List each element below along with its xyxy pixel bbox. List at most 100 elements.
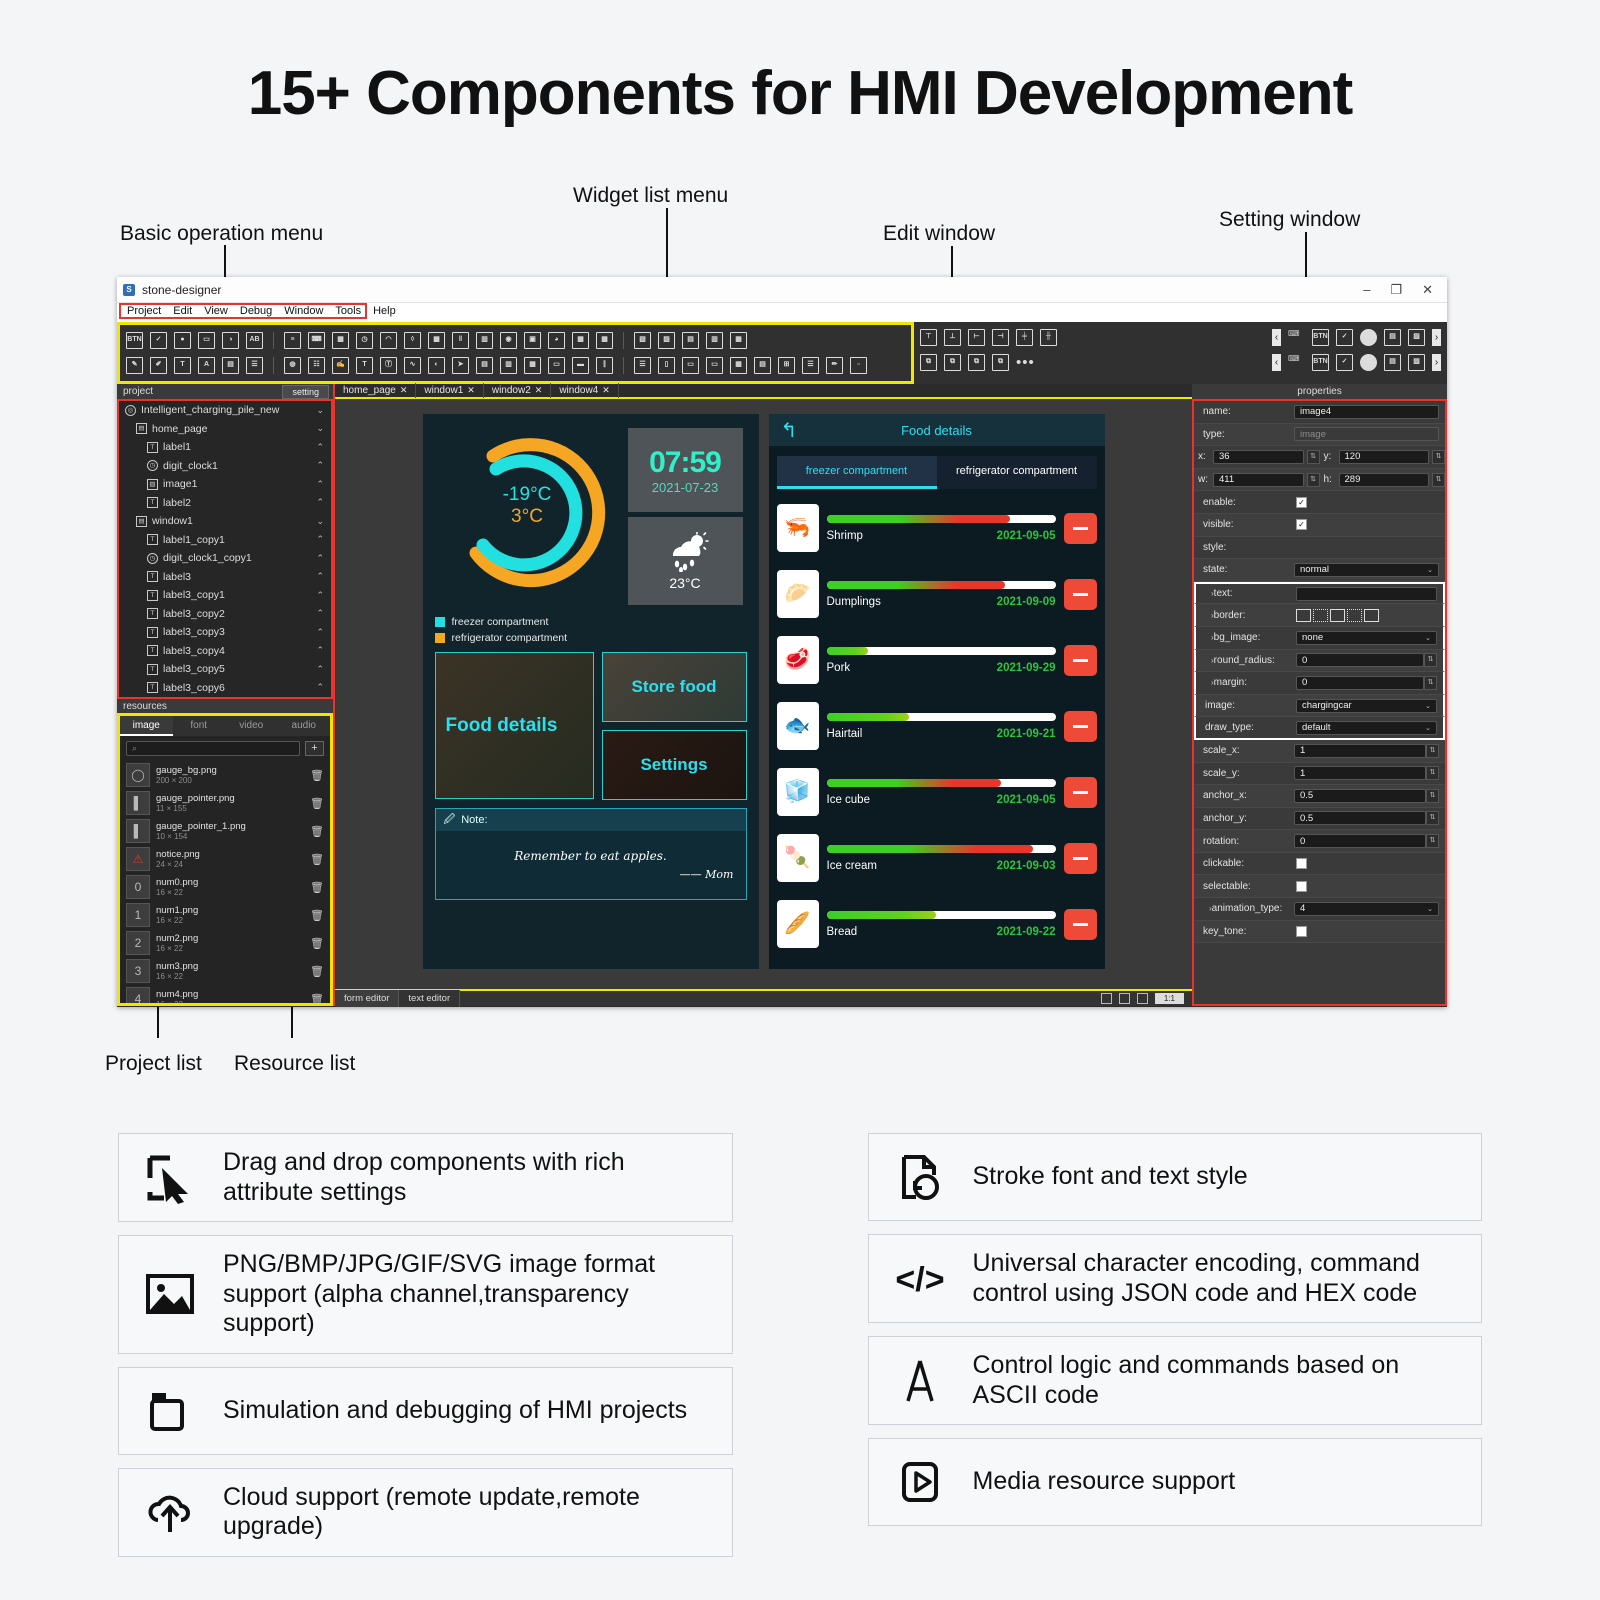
half-circle-icon[interactable]: ◐ xyxy=(428,357,445,374)
resource-list-item[interactable]: 0 num0.png 16 × 22 🗑 xyxy=(120,873,330,901)
expand-chevron-icon[interactable]: › xyxy=(1211,589,1214,599)
tree-node-digit_clock1_copy1[interactable]: ◷ digit_clock1_copy1 ⌃ xyxy=(119,549,331,568)
spinner-y[interactable]: ⇅ xyxy=(1432,449,1445,464)
chevron-down-icon[interactable]: ⌄ xyxy=(316,404,324,415)
clock-widget-icon[interactable]: ◷ xyxy=(356,332,373,349)
tree-node-window1[interactable]: ▤ window1 ⌄ xyxy=(119,512,331,531)
gauge-widget-icon[interactable]: ◠ xyxy=(380,332,397,349)
progress-bar-icon[interactable]: ▣ xyxy=(524,332,541,349)
screen-icon[interactable]: ▭ xyxy=(706,357,723,374)
resource-list-item[interactable]: 4 num4.png 16 × 22 🗑 xyxy=(120,985,330,1003)
property-dropdown[interactable]: default ⌄ xyxy=(1296,720,1437,735)
columns-icon[interactable]: ⫿ xyxy=(596,357,613,374)
send-backward-icon[interactable]: ⧉ xyxy=(992,354,1009,371)
frame-icon[interactable]: ▬ xyxy=(572,357,589,374)
property-input[interactable]: image4 xyxy=(1294,404,1439,419)
menu-tools[interactable]: Tools xyxy=(335,305,362,317)
maximize-button[interactable]: ❐ xyxy=(1390,281,1403,297)
edit-icon[interactable]: ✎ xyxy=(126,357,143,374)
chevron-up-icon[interactable]: ⌃ xyxy=(316,441,324,452)
btn-widget-icon-2[interactable]: BTN xyxy=(1312,354,1329,371)
close-button[interactable]: ✕ xyxy=(1422,281,1433,297)
slider-widget-icon[interactable]: ≡ xyxy=(284,332,301,349)
chevron-up-icon[interactable]: ⌃ xyxy=(316,682,324,693)
bring-forward-icon[interactable]: ⧉ xyxy=(968,354,985,371)
tree-node-home_page[interactable]: ▤ home_page ⌄ xyxy=(119,420,331,439)
border-option-3[interactable] xyxy=(1347,608,1362,622)
tree-node-digit_clock1[interactable]: ◷ digit_clock1 ⌃ xyxy=(119,457,331,476)
card-widget-icon-2[interactable]: ▤ xyxy=(1384,354,1401,371)
toolbar-scroll-right-icon[interactable]: › xyxy=(1432,329,1441,346)
menu-list-icon[interactable]: ☷ xyxy=(308,357,325,374)
chart-widget-icon[interactable]: ▥ xyxy=(476,332,493,349)
chevron-up-icon[interactable]: ⌃ xyxy=(316,534,324,545)
resource-tab-font[interactable]: font xyxy=(190,720,208,731)
tag-icon[interactable]: ➤ xyxy=(452,357,469,374)
delete-resource-icon[interactable]: 🗑 xyxy=(310,825,324,838)
thermometer-widget-icon[interactable]: ◊ xyxy=(404,332,421,349)
chevron-up-icon[interactable]: ⌃ xyxy=(316,626,324,637)
chevron-up-icon[interactable]: ⌃ xyxy=(316,589,324,600)
curve-icon[interactable]: ∿ xyxy=(404,357,421,374)
close-tab-icon[interactable]: ✕ xyxy=(602,385,610,395)
property-input[interactable]: 0 xyxy=(1296,675,1424,690)
menu-edit[interactable]: Edit xyxy=(173,305,193,317)
border-option-1[interactable] xyxy=(1313,608,1328,622)
btn-widget-icon[interactable]: BTN xyxy=(126,332,143,349)
delete-resource-icon[interactable]: 🗑 xyxy=(310,937,324,950)
tab-text-editor[interactable]: text editor xyxy=(399,990,461,1007)
property-input[interactable]: 0.5 xyxy=(1294,811,1426,826)
expand-chevron-icon[interactable]: › xyxy=(1211,610,1214,620)
spinner[interactable]: ⇅ xyxy=(1424,675,1437,690)
list-icon[interactable]: ☰ xyxy=(246,357,263,374)
property-dropdown[interactable]: chargingcar ⌄ xyxy=(1296,698,1437,713)
chevron-up-icon[interactable]: ⌃ xyxy=(316,552,324,563)
dial-icon[interactable]: ◍ xyxy=(284,357,301,374)
checkbox-widget-icon[interactable]: ✓ xyxy=(150,332,167,349)
close-tab-icon[interactable]: ✕ xyxy=(534,385,543,395)
align-bottom-icon[interactable]: ⊥ xyxy=(944,329,961,346)
border-option-4[interactable] xyxy=(1364,608,1379,622)
video-widget-icon[interactable]: ▤ xyxy=(682,332,699,349)
camera-widget-icon[interactable]: ▥ xyxy=(706,332,723,349)
media-widget-icon[interactable]: ▦ xyxy=(730,332,747,349)
more-icon[interactable]: ••• xyxy=(1016,353,1035,371)
spinner[interactable]: ⇅ xyxy=(1426,811,1439,826)
resource-list-item[interactable]: ⚠ notice.png 24 × 24 🗑 xyxy=(120,845,330,873)
property-dropdown[interactable]: normal ⌄ xyxy=(1294,562,1439,577)
switch-widget-icon[interactable]: ◑ xyxy=(222,332,239,349)
write-icon[interactable]: ✍ xyxy=(332,357,349,374)
align-right-icon[interactable]: ⊣ xyxy=(992,329,1009,346)
card-food-details[interactable]: Food details xyxy=(434,652,594,799)
editor-tab-home_page[interactable]: home_page ✕ xyxy=(335,383,417,398)
property-checkbox[interactable]: ✓ xyxy=(1296,925,1307,937)
align-top-icon[interactable]: ⊤ xyxy=(920,329,937,346)
chevron-up-icon[interactable]: ⌃ xyxy=(316,608,324,619)
barcode-widget-icon[interactable]: ‖ xyxy=(452,332,469,349)
chevron-down-icon[interactable]: ⌄ xyxy=(316,515,324,526)
pie-chart-icon[interactable]: ◕ xyxy=(548,332,565,349)
resource-tab-image[interactable]: image xyxy=(120,716,173,736)
spinner-w[interactable]: ⇅ xyxy=(1306,472,1320,487)
remove-food-button[interactable] xyxy=(1063,578,1097,610)
text-icon[interactable]: T xyxy=(174,357,191,374)
delete-resource-icon[interactable]: 🗑 xyxy=(310,769,324,782)
grid-widget-icon[interactable]: ▦ xyxy=(572,332,589,349)
expand-chevron-icon[interactable]: › xyxy=(1211,655,1214,665)
remove-food-button[interactable] xyxy=(1063,908,1097,940)
tab-freezer-compartment[interactable]: freezer compartment xyxy=(776,456,937,489)
grid-panel-icon[interactable]: ▤ xyxy=(754,357,771,374)
list-detail-icon[interactable]: ▯ xyxy=(658,357,675,374)
image-widget-icon[interactable]: ▧ xyxy=(634,332,651,349)
design-canvas[interactable]: -19°C 3°C 07:59 2021-07-23 xyxy=(335,399,1192,989)
resource-tab-video[interactable]: video xyxy=(239,720,264,731)
pen-icon[interactable]: ▫ xyxy=(850,357,867,374)
property-input-h[interactable]: 289 xyxy=(1338,472,1429,487)
